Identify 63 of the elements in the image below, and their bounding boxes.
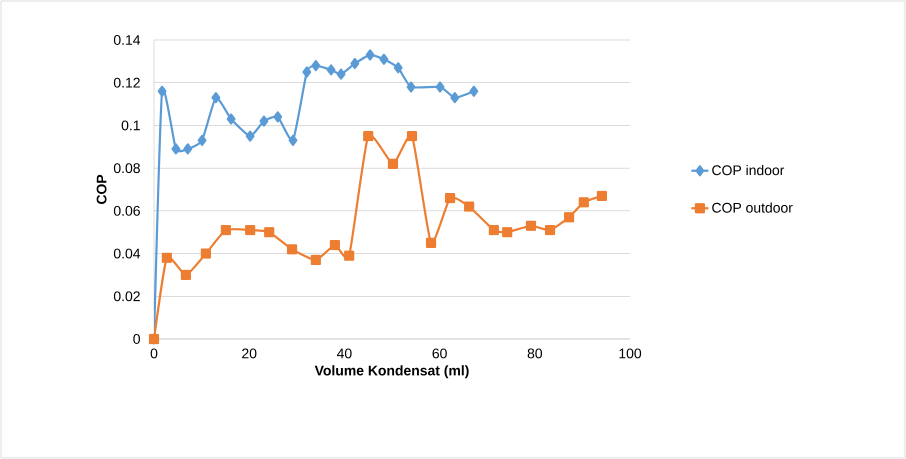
point <box>288 134 298 146</box>
y-axis-title: COP <box>96 174 107 204</box>
x-tick-label: 20 <box>242 348 256 358</box>
point <box>406 131 418 142</box>
point <box>366 49 375 61</box>
point <box>273 111 282 122</box>
legend-label: COP indoor <box>712 164 784 176</box>
point <box>436 81 445 93</box>
point <box>426 238 436 248</box>
point <box>310 254 321 266</box>
y-tick-label: 0.02 <box>114 291 140 302</box>
point <box>220 224 231 236</box>
y-tick-label: 0.08 <box>114 163 140 174</box>
point <box>596 190 608 201</box>
y-tick-label: 0.06 <box>114 206 140 216</box>
point <box>245 224 256 236</box>
point <box>171 143 180 154</box>
point <box>526 220 536 231</box>
point <box>578 197 589 208</box>
point <box>363 131 374 142</box>
x-tick-label: 80 <box>528 348 542 358</box>
point <box>469 86 478 97</box>
y-tick-label: 0.12 <box>114 78 140 88</box>
legend-label: COP outdoor <box>712 202 793 213</box>
point <box>183 143 192 154</box>
point <box>330 240 340 250</box>
y-tick-label: 0 <box>133 334 140 344</box>
x-axis-title: Volume Kondensat (ml) <box>314 365 469 378</box>
point <box>180 270 191 280</box>
point <box>344 250 354 261</box>
y-tick-label: 0.14 <box>114 35 140 45</box>
point <box>198 134 207 146</box>
point <box>246 130 255 142</box>
point <box>211 92 220 104</box>
point <box>200 248 211 259</box>
point <box>350 58 360 70</box>
x-tick-label: 100 <box>619 348 642 358</box>
point <box>162 252 172 263</box>
point <box>336 68 346 80</box>
point <box>388 158 398 169</box>
point <box>488 224 499 236</box>
point <box>406 81 416 93</box>
point <box>564 212 574 222</box>
y-tick-label: 0.1 <box>122 120 140 130</box>
point <box>445 192 456 204</box>
point <box>394 62 403 74</box>
x-tick-label: 40 <box>336 348 352 358</box>
point <box>450 92 460 104</box>
point <box>379 54 388 65</box>
point <box>302 66 312 78</box>
point <box>264 227 274 238</box>
point <box>311 60 320 72</box>
point <box>502 227 512 238</box>
y-tick-label: 0.04 <box>114 248 140 259</box>
point <box>158 86 167 97</box>
point <box>226 113 236 125</box>
x-tick-label: 0 <box>150 348 158 358</box>
point <box>544 224 556 236</box>
point <box>464 202 474 212</box>
point <box>260 116 268 127</box>
x-tick-label: 60 <box>432 348 447 358</box>
point <box>286 244 298 254</box>
point <box>326 64 336 76</box>
